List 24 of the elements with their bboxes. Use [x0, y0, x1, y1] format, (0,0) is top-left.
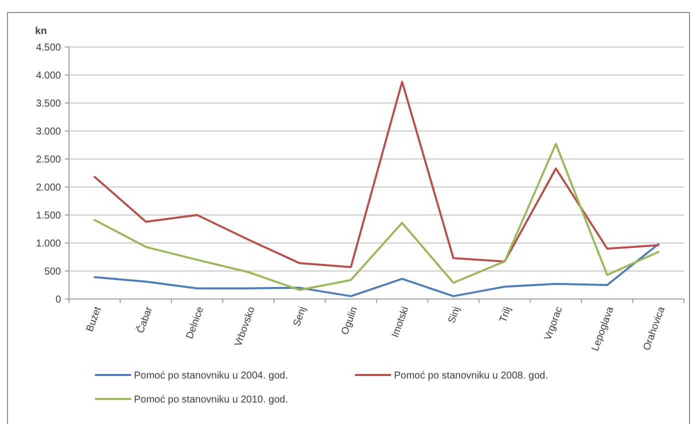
x-tick-label: Senj — [292, 305, 309, 328]
y-tick-label: 4.500 — [36, 42, 62, 54]
x-tick-label: Ogulin — [340, 305, 360, 336]
x-tick-label: Buzet — [84, 305, 104, 334]
x-tick-label: Imotski — [390, 305, 412, 339]
y-tick-label: 2.000 — [36, 182, 62, 194]
x-tick-label: Sinj — [446, 305, 462, 325]
legend-label: Pomoć po stanovniku u 2008. god. — [394, 370, 548, 382]
line-series — [94, 80, 660, 268]
y-tick-label: 500 — [44, 266, 62, 278]
y-tick-label: 3.000 — [36, 126, 62, 138]
legend-label: Pomoć po stanovniku u 2004. god. — [134, 370, 288, 382]
y-tick-label: 2.500 — [36, 154, 62, 166]
line-series — [94, 142, 660, 292]
legend-label: Pomoć po stanovniku u 2010. god. — [134, 394, 288, 406]
x-tick-label: Trilj — [498, 305, 514, 324]
x-tick-label: Čabar — [134, 304, 156, 335]
y-tick-label: 1.500 — [36, 210, 62, 222]
y-tick-label: 3.500 — [36, 98, 62, 110]
y-axis-title: kn — [35, 26, 47, 37]
y-tick-label: 4.000 — [36, 70, 62, 82]
y-tick-label: 0 — [55, 294, 62, 306]
line-series — [94, 243, 660, 298]
y-tick-label: 1.000 — [36, 238, 62, 250]
